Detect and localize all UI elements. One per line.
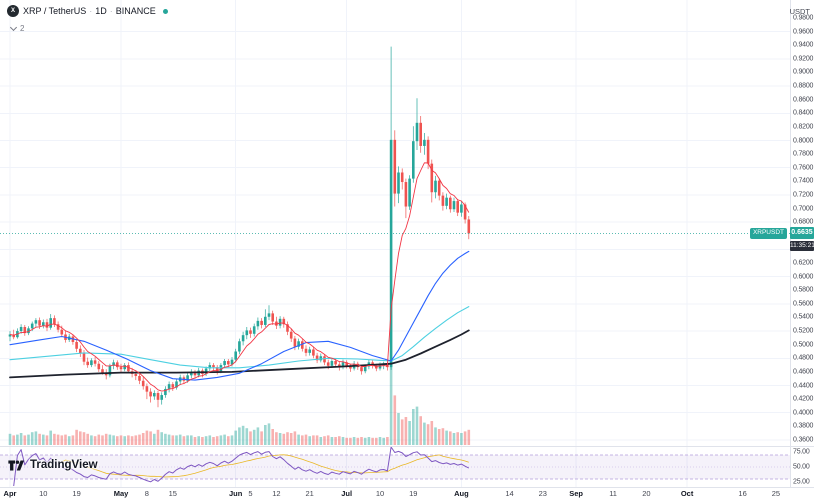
- time-tick-label: Oct: [680, 489, 694, 498]
- price-tick-label: 0.3800: [793, 422, 814, 430]
- price-tick-label: 0.6000: [793, 273, 814, 281]
- chevron-down-icon: [9, 23, 18, 32]
- tradingview-logo-text: TradingView: [30, 459, 98, 471]
- collapsed-indicator-count: 2: [20, 24, 25, 33]
- time-tick-label: Aug: [454, 489, 469, 498]
- time-axis[interactable]: Apr 10 19 May 8 15 Jun 5 12 21 Jul 10 19 Aug 14 23 Sep 11…: [0, 487, 814, 499]
- price-tick-label: 0.5800: [793, 286, 814, 294]
- price-tick-label: 0.8000: [793, 137, 814, 144]
- time-tick-label: 10: [39, 489, 48, 498]
- price-tick-label: 0.5600: [793, 300, 814, 308]
- time-tick-label: Sep: [569, 489, 583, 498]
- chart-legend: X XRP / TetherUS · 1D · BINANCE: [7, 5, 168, 17]
- price-tick-label: 0.8600: [793, 96, 814, 104]
- rsi-tick-label: 75.00: [793, 448, 810, 456]
- price-tick-label: 0.8800: [793, 82, 814, 90]
- price-tick-label: 0.5400: [793, 313, 814, 321]
- last-price-badge[interactable]: 0.6635: [790, 226, 814, 239]
- price-axis-unit-button[interactable]: USDT: [789, 7, 810, 16]
- indicators-collapse-button[interactable]: 2: [9, 23, 25, 33]
- price-tick-label: 0.9000: [793, 68, 814, 76]
- time-tick-label: 19: [72, 489, 81, 498]
- symbol-price-line-label: XRPUSDT: [749, 228, 787, 239]
- time-tick-label: 23: [538, 489, 547, 498]
- price-tick-label: 0.9400: [793, 41, 814, 49]
- price-tick-label: 0.7200: [793, 191, 814, 199]
- time-tick-label: 10: [375, 489, 385, 498]
- time-tick-label: 16: [738, 489, 747, 498]
- time-tick-label: 25: [771, 489, 781, 498]
- interval-label: 1D: [95, 6, 107, 16]
- time-tick-label: May: [113, 489, 129, 498]
- price-tick-label: 0.8200: [793, 123, 814, 131]
- symbol-title-button[interactable]: XRP / TetherUS · 1D · BINANCE: [23, 6, 156, 16]
- bar-close-countdown-badge: 11:35:21: [790, 240, 814, 251]
- price-tick-label: 0.4000: [793, 409, 814, 417]
- price-tick-label: 0.7800: [793, 150, 814, 158]
- tradingview-logo-icon: [8, 459, 25, 471]
- price-tick-label: 0.6800: [793, 218, 814, 226]
- market-status-icon: [162, 8, 168, 14]
- price-tick-label: 0.6200: [793, 259, 814, 267]
- price-tick-label: 0.9800: [793, 14, 814, 22]
- price-tick-label: 0.4200: [793, 395, 814, 403]
- price-tick-label: 0.3600: [793, 436, 814, 444]
- time-tick-label: Jul: [341, 489, 353, 498]
- time-tick-label: 14: [505, 489, 514, 498]
- price-tick-label: 0.4800: [793, 354, 814, 362]
- price-tick-label: 0.7400: [793, 177, 814, 185]
- tradingview-logo-link[interactable]: TradingView: [8, 459, 98, 471]
- price-tick-label: 0.5200: [793, 327, 814, 335]
- price-tick-label: 0.9600: [793, 28, 814, 36]
- price-tick-label: 0.7000: [793, 205, 814, 213]
- separator: ·: [109, 6, 113, 16]
- time-tick-label: 12: [272, 489, 281, 498]
- price-tick-label: 0.4600: [793, 368, 814, 376]
- time-tick-label: Apr: [3, 489, 17, 498]
- price-tick-label: 0.7600: [793, 164, 814, 172]
- time-tick-label: Jun: [229, 489, 243, 498]
- rsi-tick-label: 50.00: [793, 463, 810, 471]
- price-tick-label: 0.4400: [793, 382, 814, 390]
- time-tick-label: 11: [609, 489, 617, 498]
- symbol-name: XRP / TetherUS: [23, 6, 87, 16]
- time-tick-label: 15: [168, 489, 177, 498]
- xrp-logo-letter: X: [10, 8, 15, 14]
- price-tick-label: 0.8400: [793, 109, 814, 117]
- exchange-label: BINANCE: [115, 6, 156, 16]
- time-tick-label: 8: [144, 489, 149, 498]
- price-tick-label: 0.5000: [793, 341, 814, 349]
- time-tick-label: 5: [248, 489, 253, 498]
- time-tick-label: 20: [642, 489, 651, 498]
- price-tick-label: 0.9200: [793, 55, 814, 63]
- xrp-logo-icon: X: [7, 5, 19, 17]
- rsi-tick-label: 25.00: [793, 478, 810, 486]
- time-tick-label: 21: [305, 489, 314, 498]
- time-tick-label: 19: [409, 489, 418, 498]
- separator: ·: [89, 6, 93, 16]
